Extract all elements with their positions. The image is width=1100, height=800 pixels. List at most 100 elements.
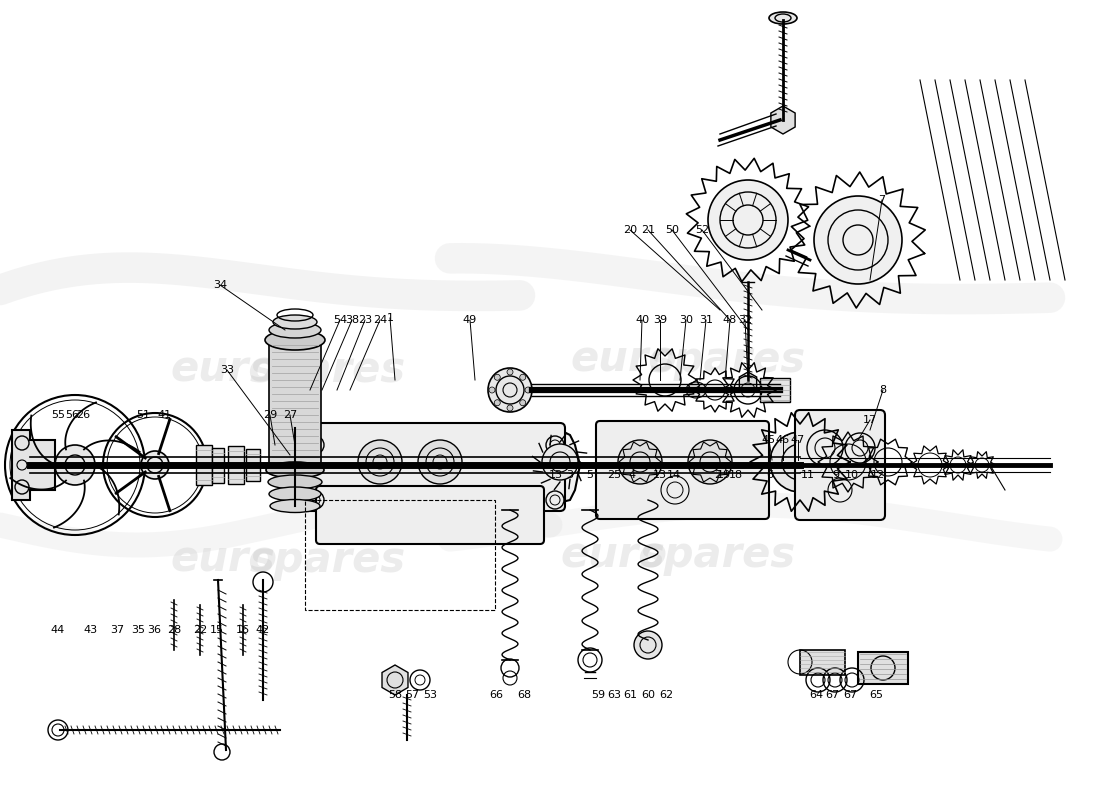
Text: 67: 67 (843, 690, 857, 700)
Text: 67: 67 (825, 690, 839, 700)
Text: 11: 11 (801, 470, 815, 480)
Text: 19: 19 (717, 470, 732, 480)
Text: 60: 60 (641, 690, 654, 700)
Bar (760, 378, 790, 402)
Text: 3: 3 (566, 470, 573, 480)
Circle shape (542, 444, 578, 480)
Bar (212, 448, 224, 483)
Circle shape (488, 368, 532, 412)
Text: euro: euro (170, 539, 277, 581)
Text: euro: euro (570, 339, 676, 381)
Text: 28: 28 (167, 625, 182, 635)
Text: 61: 61 (623, 690, 637, 700)
Text: 53: 53 (424, 690, 437, 700)
Circle shape (358, 440, 402, 484)
Bar (228, 446, 244, 484)
Ellipse shape (686, 382, 706, 398)
FancyBboxPatch shape (596, 421, 769, 519)
Polygon shape (12, 430, 55, 500)
Text: 2: 2 (714, 470, 722, 480)
Ellipse shape (273, 315, 317, 329)
Text: 30: 30 (679, 315, 693, 325)
Text: 14: 14 (667, 470, 681, 480)
Text: 39: 39 (653, 315, 667, 325)
Text: 49: 49 (463, 315, 477, 325)
Text: 64: 64 (808, 690, 823, 700)
Text: 35: 35 (131, 625, 145, 635)
Text: 58: 58 (388, 690, 403, 700)
Text: 12: 12 (871, 470, 886, 480)
Text: 25: 25 (607, 470, 621, 480)
Circle shape (507, 405, 513, 411)
Circle shape (418, 440, 462, 484)
Text: 8: 8 (879, 385, 887, 395)
Text: 37: 37 (110, 625, 124, 635)
Text: 54: 54 (333, 315, 348, 325)
Bar (246, 449, 260, 481)
Text: spares: spares (640, 534, 796, 576)
Circle shape (494, 374, 501, 380)
Bar (858, 652, 907, 684)
Text: 6: 6 (767, 470, 773, 480)
Text: 33: 33 (220, 365, 234, 375)
Ellipse shape (268, 475, 322, 489)
Text: 27: 27 (283, 410, 297, 420)
Text: 57: 57 (405, 690, 419, 700)
Text: 66: 66 (490, 690, 503, 700)
FancyBboxPatch shape (795, 410, 886, 520)
Circle shape (618, 440, 662, 484)
Text: euro: euro (560, 534, 667, 576)
Text: 34: 34 (213, 280, 227, 290)
Text: 9: 9 (833, 470, 839, 480)
Text: 21: 21 (641, 225, 656, 235)
Text: 44: 44 (51, 625, 65, 635)
Text: spares: spares (250, 349, 406, 391)
Text: 62: 62 (659, 690, 673, 700)
Text: 7: 7 (879, 195, 886, 205)
Text: 13: 13 (549, 470, 563, 480)
Text: 23: 23 (358, 315, 372, 325)
Circle shape (141, 451, 169, 479)
Text: 29: 29 (263, 410, 277, 420)
Circle shape (688, 440, 732, 484)
Polygon shape (290, 425, 580, 505)
Text: 59: 59 (591, 690, 605, 700)
Circle shape (634, 631, 662, 659)
Text: 24: 24 (373, 315, 387, 325)
Text: 50: 50 (666, 225, 679, 235)
Circle shape (519, 400, 526, 406)
FancyBboxPatch shape (316, 486, 544, 544)
Bar (305, 500, 495, 610)
Ellipse shape (266, 462, 324, 478)
Ellipse shape (270, 487, 321, 501)
Ellipse shape (270, 499, 320, 513)
Text: 15: 15 (210, 625, 224, 635)
FancyBboxPatch shape (300, 423, 565, 511)
Bar (800, 650, 845, 675)
Text: 41: 41 (158, 410, 172, 420)
Text: 20: 20 (623, 225, 637, 235)
Text: 36: 36 (147, 625, 161, 635)
Text: 55: 55 (51, 410, 65, 420)
Text: 31: 31 (698, 315, 713, 325)
Circle shape (770, 432, 830, 492)
Text: spares: spares (250, 539, 406, 581)
Text: 42: 42 (256, 625, 271, 635)
Circle shape (55, 445, 95, 485)
Text: 40: 40 (635, 315, 649, 325)
Bar (270, 340, 321, 470)
Text: 22: 22 (192, 625, 207, 635)
Text: 17: 17 (862, 415, 877, 425)
Text: spares: spares (650, 339, 806, 381)
Text: 43: 43 (84, 625, 98, 635)
Text: 26: 26 (76, 410, 90, 420)
Text: 13: 13 (653, 470, 667, 480)
Text: 45: 45 (762, 435, 777, 445)
Text: 52: 52 (695, 225, 710, 235)
Text: 18: 18 (729, 470, 744, 480)
Text: 5: 5 (586, 470, 594, 480)
Text: 48: 48 (723, 315, 737, 325)
Circle shape (814, 196, 902, 284)
Text: 32: 32 (738, 315, 752, 325)
Ellipse shape (265, 330, 324, 350)
